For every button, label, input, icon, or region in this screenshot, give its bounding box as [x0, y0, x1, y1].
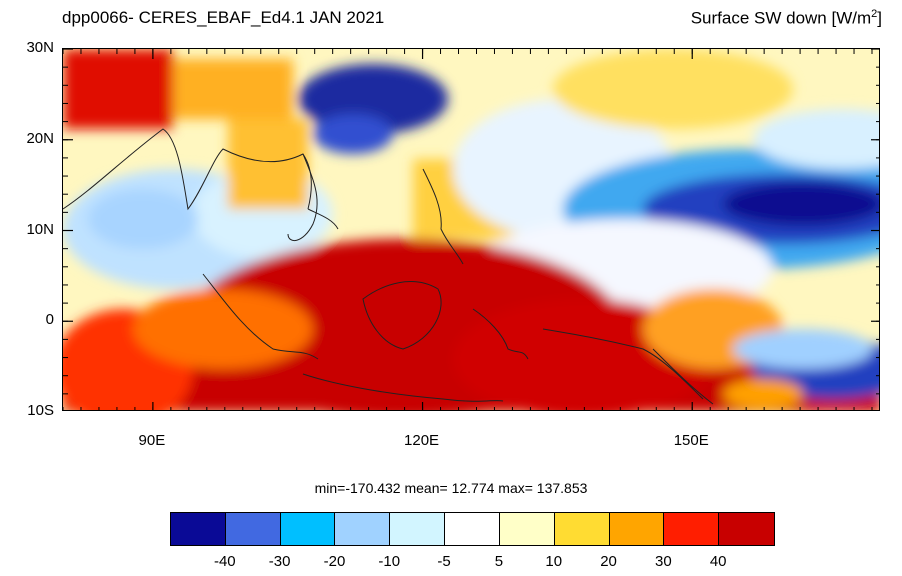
colorbar-label: -10 — [378, 553, 401, 570]
statistics-text: min=-170.432 mean= 12.774 max= 137.853 — [314, 480, 588, 496]
plot-title: dpp0066- CERES_EBAF_Ed4.1 JAN 2021 — [62, 8, 385, 27]
latitude-label: 0 — [45, 311, 54, 329]
latitude-label: 20N — [26, 129, 54, 147]
colorbar-box — [664, 513, 720, 545]
colorbar-label: -30 — [268, 553, 291, 570]
latitude-label: 10S — [27, 402, 54, 419]
anomaly-field — [63, 49, 879, 410]
variable-title: Surface SW down [W/m2] — [690, 8, 882, 28]
colorbar-label: 5 — [494, 553, 504, 570]
map-panel — [62, 48, 880, 411]
longitude-label: 150E — [673, 432, 709, 449]
colorbar-label: -40 — [213, 553, 236, 570]
colorbar-box — [719, 513, 774, 545]
colorbar-box — [335, 513, 391, 545]
colorbar-box — [609, 513, 665, 545]
colorbar-box — [280, 513, 336, 545]
colorbar-label: -20 — [323, 553, 346, 570]
colorbar — [170, 512, 775, 546]
colorbar-label: 10 — [545, 553, 563, 570]
latitude-label: 10N — [26, 220, 54, 238]
colorbar-label: -5 — [437, 553, 451, 570]
colorbar-box — [445, 513, 500, 545]
colorbar-box — [225, 513, 281, 545]
colorbar-box — [554, 513, 610, 545]
longitude-label: 120E — [404, 432, 440, 449]
colorbar-box — [499, 513, 555, 545]
colorbar-box — [390, 513, 446, 545]
longitude-label: 90E — [138, 432, 166, 449]
colorbar-box — [171, 513, 226, 545]
colorbar-label: 40 — [709, 553, 727, 570]
latitude-label: 30N — [26, 39, 54, 56]
colorbar-label: 30 — [655, 553, 672, 570]
colorbar-label: 20 — [600, 553, 617, 570]
